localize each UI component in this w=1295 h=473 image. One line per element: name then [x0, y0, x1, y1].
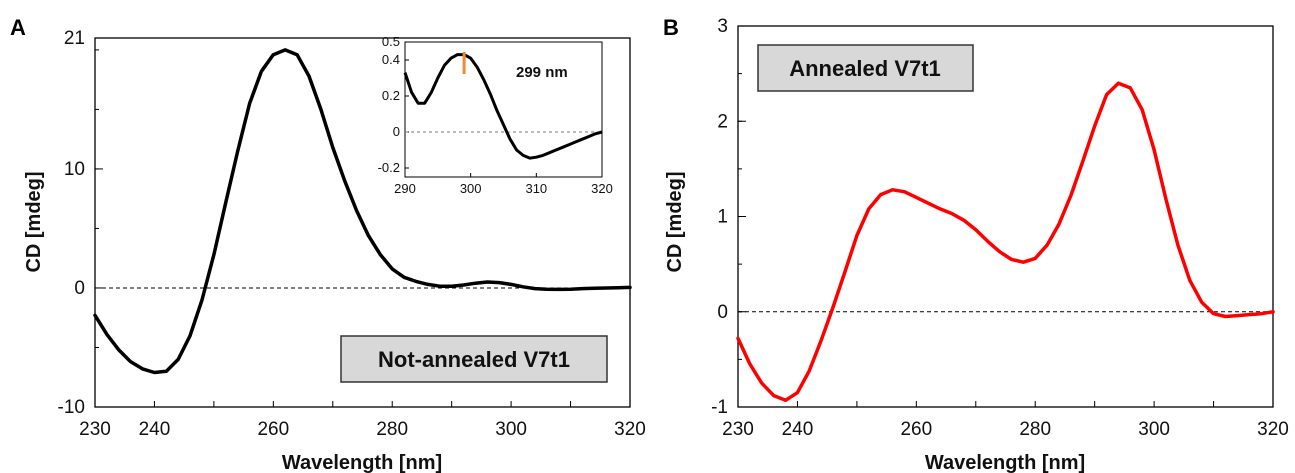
panel-b-y-tick-label: 0 — [717, 302, 728, 323]
panel-b-x-tick-label: 280 — [1019, 419, 1051, 440]
inset-y-tick-label: 0 — [393, 124, 400, 139]
panel-b-x-tick-label: 230 — [722, 419, 754, 440]
panel-b-x-axis-title: Wavelength [nm] — [925, 452, 1085, 473]
inset-annotation: 299 nm — [516, 64, 568, 81]
panel-b-x-tick-label: 320 — [1257, 419, 1289, 440]
panel-b-x-tick-label: 260 — [900, 419, 932, 440]
panel-a-cd-curve — [93, 48, 632, 375]
panel-b-y-axis-title: CD [mdeg] — [664, 171, 686, 272]
panel-b-label-text: Annealed V7t1 — [789, 56, 941, 81]
panel-a-x-axis-title: Wavelength [nm] — [282, 452, 442, 473]
panel-a-label-text: Not-annealed V7t1 — [378, 347, 570, 372]
inset-x-tick-label: 310 — [525, 181, 547, 196]
panel-a-x-tick-label: 230 — [79, 419, 111, 440]
panel-a-x-tick-label: 260 — [257, 419, 289, 440]
inset-y-tick-label: 0.2 — [382, 88, 400, 103]
panel-a-y-tick-label: 21 — [64, 28, 85, 49]
panel-a-y-tick-label: -10 — [58, 397, 85, 418]
panel-b-y-tick-label: 3 — [717, 16, 728, 37]
panel-b-y-tick-label: 2 — [717, 111, 728, 132]
inset-y-tick-label: -0.2 — [378, 160, 400, 175]
panel-a-x-tick-label: 240 — [139, 419, 171, 440]
inset-x-tick-label: 290 — [394, 181, 416, 196]
panel-a-letter: A — [10, 15, 26, 40]
panel-b-x-tick-label: 240 — [782, 419, 814, 440]
panel-a-label-box: Not-annealed V7t1 — [340, 335, 608, 383]
panel-a-y-axis-title: CD [mdeg] — [23, 171, 45, 272]
panel-b-cd-curve — [736, 81, 1275, 403]
panel-b-label-box-bg — [757, 44, 974, 92]
panel-b: B 230 240 260 280 300 320 -1 0 1 2 3 Wavelength [n… — [663, 15, 1289, 473]
inset-cd-curve — [403, 53, 603, 160]
panel-a-label-box-bg — [340, 335, 608, 383]
inset-frame — [404, 41, 603, 178]
inset-y-tick-label: 0.5 — [382, 34, 400, 49]
panel-b-x-tick-label: 300 — [1138, 419, 1170, 440]
panel-b-y-tick-label: -1 — [711, 397, 728, 418]
panel-a-y-tick-label: 10 — [64, 159, 85, 180]
panel-a-x-tick-label: 320 — [614, 419, 646, 440]
panel-a-y-tick-label: 0 — [74, 278, 85, 299]
panel-a: A 230 240 260 280 300 320 -10 0 10 21 Wavelength … — [10, 15, 646, 473]
panel-a-x-tick-label: 300 — [495, 419, 527, 440]
panel-b-letter: B — [663, 15, 679, 40]
inset-y-tick-label: 0.4 — [382, 52, 400, 67]
panel-b-y-tick-label: 1 — [717, 207, 728, 228]
inset-x-tick-label: 320 — [591, 181, 613, 196]
panel-a-x-tick-label: 280 — [376, 419, 408, 440]
panel-b-label-box: Annealed V7t1 — [757, 44, 974, 92]
panel-a-inset: 290 300 310 320 -0.2 0 0.2 0.4 0.5 299 nm — [378, 34, 613, 196]
inset-x-tick-label: 300 — [460, 181, 482, 196]
